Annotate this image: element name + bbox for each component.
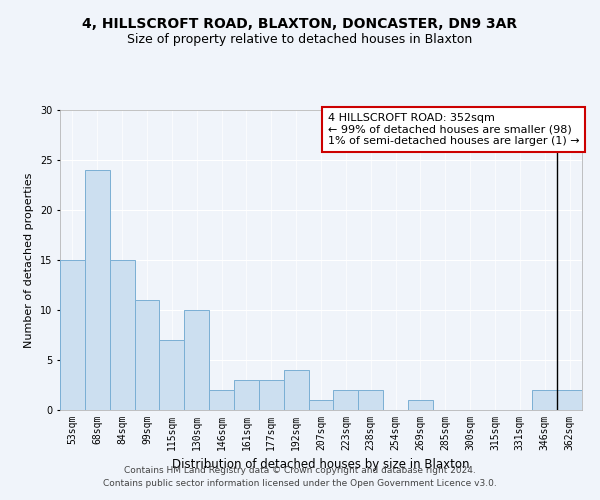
Bar	[85, 170, 110, 410]
Bar	[234, 380, 259, 410]
Bar	[532, 390, 557, 410]
Y-axis label: Number of detached properties: Number of detached properties	[25, 172, 34, 348]
Bar	[557, 390, 582, 410]
Bar	[60, 260, 85, 410]
Bar	[358, 390, 383, 410]
Bar	[209, 390, 234, 410]
Bar	[110, 260, 134, 410]
Bar	[308, 400, 334, 410]
Text: Size of property relative to detached houses in Blaxton: Size of property relative to detached ho…	[127, 32, 473, 46]
Text: Contains HM Land Registry data © Crown copyright and database right 2024.
Contai: Contains HM Land Registry data © Crown c…	[103, 466, 497, 487]
Bar	[160, 340, 184, 410]
Bar	[134, 300, 160, 410]
Bar	[259, 380, 284, 410]
X-axis label: Distribution of detached houses by size in Blaxton: Distribution of detached houses by size …	[172, 458, 470, 471]
Bar	[408, 400, 433, 410]
Text: 4, HILLSCROFT ROAD, BLAXTON, DONCASTER, DN9 3AR: 4, HILLSCROFT ROAD, BLAXTON, DONCASTER, …	[82, 18, 518, 32]
Text: 4 HILLSCROFT ROAD: 352sqm
← 99% of detached houses are smaller (98)
1% of semi-d: 4 HILLSCROFT ROAD: 352sqm ← 99% of detac…	[328, 113, 579, 146]
Bar	[284, 370, 308, 410]
Bar	[334, 390, 358, 410]
Bar	[184, 310, 209, 410]
